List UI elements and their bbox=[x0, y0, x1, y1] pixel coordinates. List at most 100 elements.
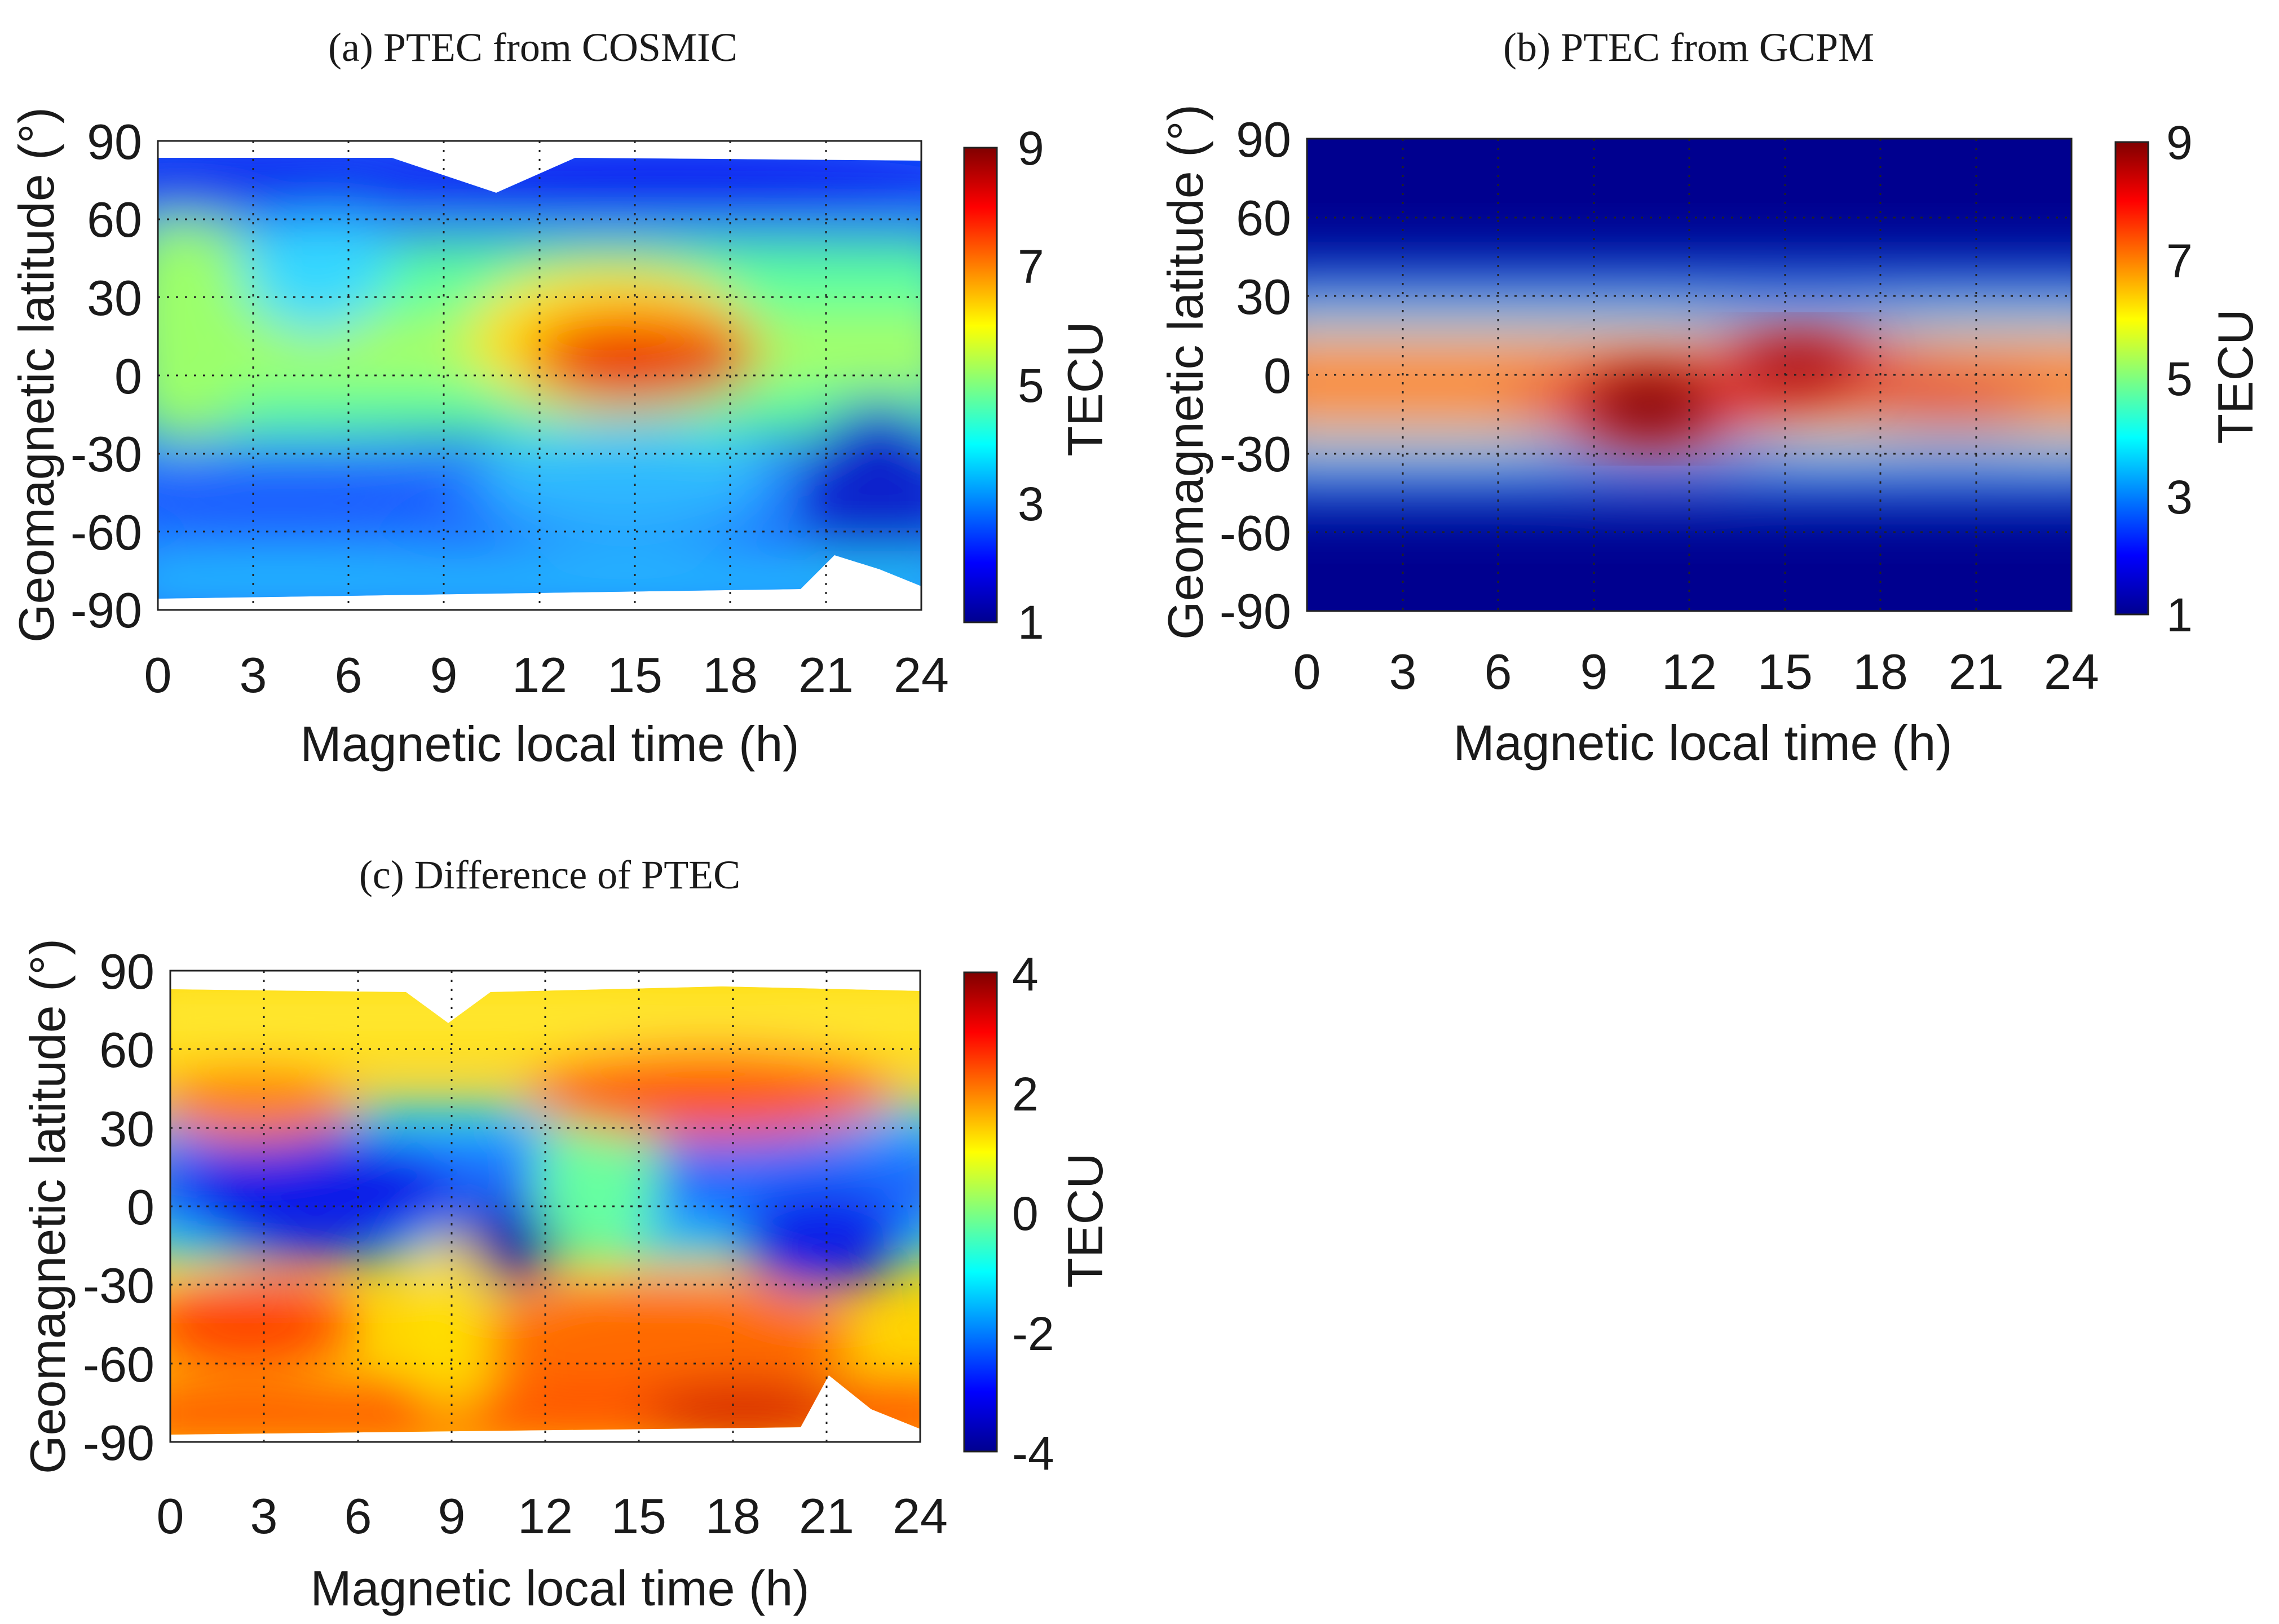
y-tick-label: 30 bbox=[1236, 269, 1291, 325]
colorbar-tick-label: 7 bbox=[2166, 234, 2193, 287]
y-tick-label: -90 bbox=[1220, 583, 1291, 639]
x-axis-label: Magnetic local time (h) bbox=[310, 1560, 809, 1616]
colorbar: 9 7 5 3 1 TECU bbox=[963, 122, 1113, 649]
y-tick-labels: 90 60 30 0 -30 -60 -90 bbox=[70, 114, 142, 638]
colorbar-tick-label: 0 bbox=[1012, 1187, 1039, 1240]
x-tick-label: 18 bbox=[703, 647, 758, 703]
x-tick-label: 12 bbox=[512, 647, 567, 703]
y-tick-label: -30 bbox=[1220, 426, 1291, 482]
colorbar-gradient bbox=[963, 147, 998, 623]
y-tick-label: 0 bbox=[1264, 348, 1291, 404]
y-tick-label: 60 bbox=[1236, 190, 1291, 246]
y-tick-label: 0 bbox=[127, 1179, 154, 1235]
colorbar-gradient bbox=[963, 971, 998, 1453]
panel-a: (a) PTEC from COSMIC bbox=[8, 25, 1113, 772]
y-tick-label: -60 bbox=[83, 1337, 154, 1392]
x-tick-label: 12 bbox=[1662, 644, 1717, 700]
y-tick-label: 0 bbox=[114, 348, 142, 404]
colorbar-tick-label: 3 bbox=[2166, 471, 2193, 524]
colorbar-tick-label: -4 bbox=[1012, 1427, 1054, 1480]
panel-b: (b) PTEC from GCPM bbox=[1158, 25, 2263, 771]
colorbar-tick-label: 9 bbox=[2166, 116, 2193, 169]
x-tick-label: 3 bbox=[250, 1488, 278, 1544]
grid bbox=[170, 971, 920, 1442]
colorbar-tick-label: 1 bbox=[1018, 596, 1044, 649]
no-data-region bbox=[789, 555, 921, 610]
y-tick-label: -30 bbox=[70, 426, 142, 482]
x-tick-label: 15 bbox=[1757, 644, 1813, 700]
panel-c: (c) Difference of PTEC bbox=[20, 852, 1113, 1616]
colorbar-gradient bbox=[2114, 141, 2149, 616]
y-axis-label: Geomagnetic latitude (°) bbox=[20, 939, 76, 1474]
y-tick-label: 30 bbox=[87, 270, 142, 326]
no-data-region bbox=[789, 1375, 920, 1442]
grid bbox=[158, 141, 921, 610]
heatmap bbox=[1307, 139, 2072, 611]
panel-title: (a) PTEC from COSMIC bbox=[328, 25, 737, 70]
colorbar-tick-label: 9 bbox=[1018, 122, 1044, 175]
y-tick-label: -30 bbox=[83, 1258, 154, 1313]
y-tick-label: 30 bbox=[99, 1101, 154, 1157]
y-axis-label: Geomagnetic latitude (°) bbox=[8, 107, 64, 643]
y-tick-label: -60 bbox=[70, 505, 142, 560]
x-tick-label: 12 bbox=[518, 1488, 573, 1544]
grid bbox=[1307, 139, 2072, 611]
colorbar-label: TECU bbox=[2207, 309, 2263, 444]
colorbar-tick-label: -2 bbox=[1012, 1307, 1054, 1360]
panel-title: (b) PTEC from GCPM bbox=[1503, 25, 1874, 70]
panel-title: (c) Difference of PTEC bbox=[359, 852, 740, 897]
x-tick-label: 21 bbox=[799, 1488, 854, 1544]
x-tick-label: 3 bbox=[240, 647, 267, 703]
y-tick-labels: 90 60 30 0 -30 -60 -90 bbox=[1220, 112, 1291, 639]
colorbar-tick-label: 5 bbox=[1018, 359, 1044, 412]
y-axis-label: Geomagnetic latitude (°) bbox=[1158, 104, 1213, 640]
x-tick-label: 9 bbox=[438, 1488, 466, 1544]
x-tick-label: 24 bbox=[2044, 644, 2099, 700]
colorbar-tick-label: 7 bbox=[1018, 240, 1044, 293]
x-axis-label: Magnetic local time (h) bbox=[300, 716, 799, 772]
y-tick-label: 60 bbox=[87, 192, 142, 247]
y-tick-label: 60 bbox=[99, 1022, 154, 1078]
colorbar-label: TECU bbox=[1057, 321, 1113, 457]
x-tick-label: 9 bbox=[1580, 644, 1608, 700]
heatmap bbox=[170, 986, 920, 1442]
plot-frame bbox=[1306, 138, 2073, 612]
x-tick-label: 18 bbox=[705, 1488, 761, 1544]
x-tick-label: 18 bbox=[1853, 644, 1908, 700]
x-tick-label: 15 bbox=[607, 647, 662, 703]
x-tick-label: 9 bbox=[430, 647, 458, 703]
y-tick-label: 90 bbox=[99, 944, 154, 999]
x-tick-label: 0 bbox=[1293, 644, 1321, 700]
colorbar-tick-label: 4 bbox=[1012, 948, 1039, 1001]
y-tick-label: 90 bbox=[1236, 112, 1291, 167]
colorbar-tick-label: 1 bbox=[2166, 588, 2193, 641]
x-axis-label: Magnetic local time (h) bbox=[1453, 715, 1952, 771]
plot-frame bbox=[169, 970, 921, 1443]
x-tick-label: 21 bbox=[798, 647, 854, 703]
colorbar: 4 2 0 -2 -4 TECU bbox=[963, 948, 1113, 1480]
x-tick-label: 3 bbox=[1389, 644, 1417, 700]
x-tick-label: 24 bbox=[894, 647, 949, 703]
x-tick-labels: 0 3 6 9 12 15 18 21 24 bbox=[157, 1488, 948, 1544]
x-tick-label: 24 bbox=[893, 1488, 948, 1544]
y-tick-label: -90 bbox=[70, 582, 142, 638]
colorbar-tick-label: 3 bbox=[1018, 477, 1044, 530]
x-tick-label: 0 bbox=[144, 647, 172, 703]
y-tick-label: -60 bbox=[1220, 505, 1291, 561]
colorbar-tick-label: 5 bbox=[2166, 352, 2193, 405]
x-tick-labels: 0 3 6 9 12 15 18 21 24 bbox=[1293, 644, 2099, 700]
x-tick-labels: 0 3 6 9 12 15 18 21 24 bbox=[144, 647, 949, 703]
x-tick-label: 6 bbox=[1485, 644, 1512, 700]
colorbar-label: TECU bbox=[1057, 1153, 1113, 1288]
x-tick-label: 21 bbox=[1949, 644, 2004, 700]
y-tick-label: 90 bbox=[87, 114, 142, 170]
x-tick-label: 0 bbox=[157, 1488, 184, 1544]
x-tick-label: 15 bbox=[611, 1488, 666, 1544]
y-tick-label: -90 bbox=[83, 1415, 154, 1471]
x-tick-label: 6 bbox=[335, 647, 363, 703]
colorbar-tick-label: 2 bbox=[1012, 1068, 1039, 1121]
x-tick-label: 6 bbox=[344, 1488, 372, 1544]
plot-frame bbox=[157, 140, 922, 611]
colorbar: 9 7 5 3 1 TECU bbox=[2114, 116, 2263, 641]
